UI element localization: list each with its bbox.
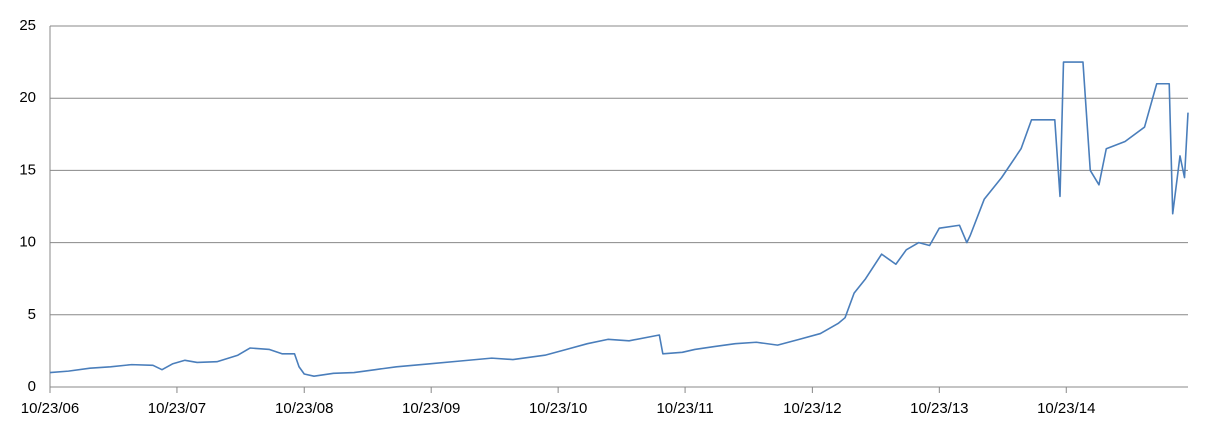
y-tick-label: 15 [19, 161, 36, 178]
y-tick-label: 25 [19, 17, 36, 34]
x-tick-label: 10/23/08 [275, 400, 333, 417]
y-tick-label: 5 [28, 306, 36, 323]
x-tick-label: 10/23/11 [656, 400, 713, 417]
x-tick-label: 10/23/13 [910, 400, 968, 417]
x-tick-label: 10/23/07 [148, 400, 206, 417]
data-line [49, 61, 1189, 377]
y-tick-label: 10 [19, 234, 36, 251]
x-tick-label: 10/23/10 [529, 400, 587, 417]
x-tick-label: 10/23/12 [783, 400, 841, 417]
x-tick-label: 10/23/09 [402, 400, 460, 417]
y-tick-label: 20 [19, 89, 36, 106]
x-tick-label: 10/23/06 [21, 400, 79, 417]
y-tick-label: 0 [28, 378, 36, 395]
x-tick-label: 10/23/14 [1037, 400, 1095, 417]
